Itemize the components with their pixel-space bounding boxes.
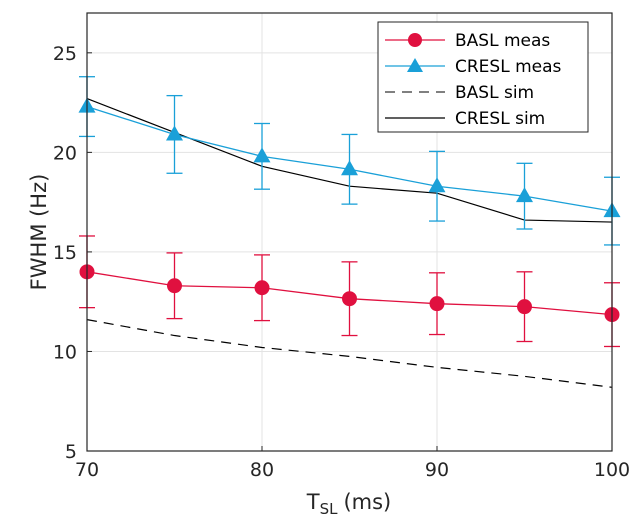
- series-line-basl-sim: [86, 319, 613, 388]
- data-point-cresl-meas: [516, 187, 533, 203]
- data-point-basl-meas: [254, 280, 270, 296]
- data-point-basl-meas: [429, 296, 445, 312]
- data-point-cresl-meas: [341, 160, 358, 176]
- series-cresl-meas: [78, 76, 621, 246]
- svg-text:CRESL meas: CRESL meas: [455, 57, 562, 77]
- y-tick-label: 10: [53, 341, 77, 363]
- x-axis-label-subscript: SL: [320, 500, 339, 518]
- x-axis-label-unit: (ms): [343, 490, 391, 514]
- axes-box: [86, 12, 613, 452]
- x-axis-label-main: T: [306, 490, 320, 514]
- data-point-cresl-meas: [428, 177, 446, 193]
- x-tick-label: 80: [250, 459, 274, 481]
- legend-item-cresl-meas: CRESL meas: [385, 57, 562, 77]
- x-tick-label: 70: [75, 459, 99, 481]
- y-tick-label: 20: [53, 142, 77, 164]
- svg-text:BASL meas: BASL meas: [455, 31, 550, 51]
- legend-item-basl-sim: BASL sim: [385, 83, 534, 103]
- series-basl-meas: [79, 235, 620, 348]
- legend-item-cresl-sim: CRESL sim: [385, 109, 545, 129]
- svg-text:BASL sim: BASL sim: [455, 83, 534, 103]
- y-tick-label: 25: [53, 43, 77, 65]
- legend: BASL meas CRESL meas BASL sim CRESL sim: [377, 21, 589, 133]
- x-tick-label: 90: [425, 459, 449, 481]
- svg-text:CRESL sim: CRESL sim: [455, 109, 545, 129]
- y-axis-ticks: 5 10 15 20 25: [53, 43, 92, 463]
- x-tick-label: 100: [594, 459, 630, 481]
- x-axis-ticks: 70 80 90 100: [75, 446, 630, 481]
- data-point-cresl-meas: [166, 125, 183, 141]
- x-axis-label: TSL (ms): [306, 490, 392, 518]
- data-point-basl-meas: [342, 291, 357, 307]
- legend-item-basl-meas: BASL meas: [385, 31, 550, 51]
- y-tick-label: 15: [53, 242, 77, 264]
- y-axis-label: FWHM (Hz): [27, 174, 51, 291]
- data-point-cresl-meas: [253, 147, 271, 163]
- data-point-basl-meas: [167, 278, 182, 294]
- plot-area: [78, 76, 621, 388]
- series-basl-sim: [86, 319, 613, 388]
- y-tick-label: 5: [65, 441, 77, 463]
- data-point-basl-meas: [517, 299, 532, 315]
